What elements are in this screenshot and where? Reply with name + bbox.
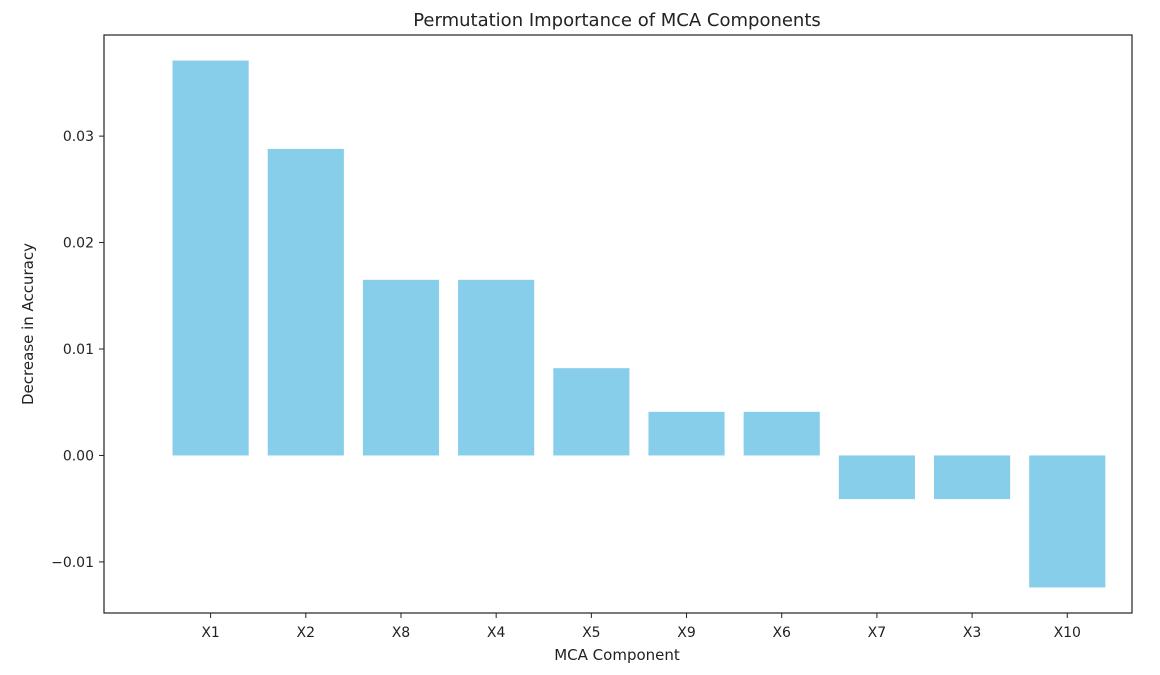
bar-x1 [172,60,249,456]
bar-x6 [743,411,820,456]
bar-x7 [838,455,915,500]
y-axis-ticks: −0.01 0.00 0.01 0.02 0.03 [51,129,104,571]
x-tick-label: X1 [201,625,220,641]
y-tick-label: 0.02 [63,236,94,252]
bar-x2 [267,148,344,456]
bar-x10 [1029,455,1106,588]
x-tick-label: X2 [297,625,316,641]
bar-x4 [458,279,535,456]
bar-x8 [362,279,440,456]
x-tick-label: X7 [868,625,887,641]
chart-title: Permutation Importance of MCA Components [413,10,821,31]
x-tick-label: X8 [392,625,411,641]
y-tick-label: 0.03 [63,129,94,145]
bars-group [172,60,1106,588]
bar-x5 [553,368,630,456]
y-axis-label: Decrease in Accuracy [19,243,37,405]
y-tick-label: 0.00 [63,448,94,464]
y-tick-label: −0.01 [51,555,94,571]
x-tick-label: X9 [677,625,696,641]
y-tick-label: 0.01 [63,342,94,358]
bar-x3 [934,455,1011,500]
bar-x9 [648,411,725,456]
x-axis-ticks: X1 X2 X8 X4 X5 X9 X6 X7 X3 X10 [201,613,1081,641]
plot-frame [103,34,1133,614]
x-tick-label: X6 [772,625,791,641]
x-tick-label: X3 [963,625,982,641]
x-tick-label: X10 [1054,625,1081,641]
x-tick-label: X4 [487,625,506,641]
x-axis-label: MCA Component [554,646,680,664]
x-tick-label: X5 [582,625,601,641]
